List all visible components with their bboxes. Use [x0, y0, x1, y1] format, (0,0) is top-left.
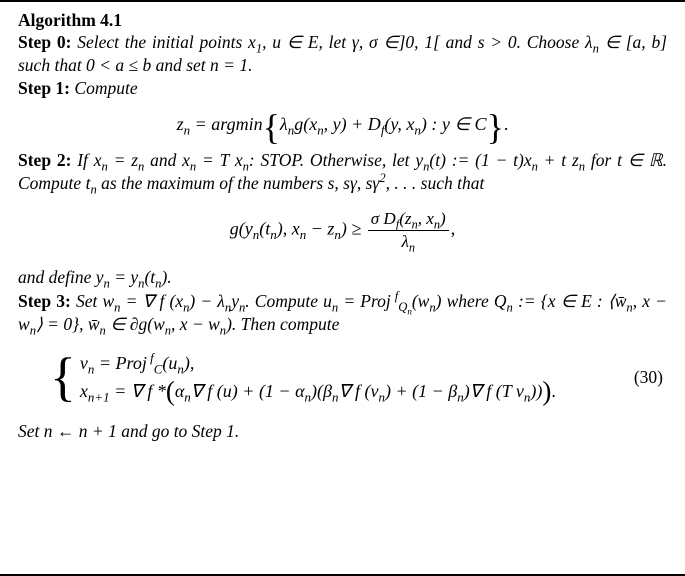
t: E : ⟨w̄ [581, 291, 626, 311]
t: )∇ f (T v [464, 381, 524, 401]
t: y [231, 291, 239, 311]
t: )(β [311, 381, 332, 401]
t: ), [184, 353, 195, 373]
t: and x [144, 150, 190, 170]
t: = ∇ f (x [120, 291, 183, 311]
t: , x [418, 209, 434, 228]
s: f [147, 350, 154, 365]
t: x [80, 381, 88, 401]
step1-label: Step 1: [18, 78, 70, 98]
t: (t) := (1 − t)x [429, 150, 531, 170]
t: ) + (1 − β [385, 381, 457, 401]
algo-title-text: Algorithm 4.1 [18, 10, 122, 30]
eq-t: , y) + D [324, 114, 381, 134]
t: + t z [538, 150, 579, 170]
t: , [451, 219, 456, 239]
t: = T x [196, 150, 242, 170]
t: . Compute u [245, 291, 332, 311]
algorithm-title: Algorithm 4.1 [18, 10, 667, 31]
t: σ D [371, 209, 396, 228]
t: and define y [18, 267, 104, 287]
step3-eq: { vn = Proj fC(un), xn+1 = ∇ f *(αn∇ f (… [18, 350, 634, 406]
step0-text-b: , u ∈ E, let γ, σ ∈]0, 1[ and s > 0. Cho… [262, 32, 585, 52]
t: (t [259, 219, 270, 239]
t: ). [161, 267, 171, 287]
step3-para: Step 3: Set wn = ∇ f (xn) − λnyn. Comput… [18, 290, 667, 336]
t: ) where Q [436, 291, 507, 311]
eq-t: z [177, 114, 184, 134]
t: , . . . such that [386, 173, 485, 193]
step1-text: Compute [74, 78, 137, 98]
t: Set n ← n + 1 and go to Step 1. [18, 421, 239, 441]
t: , x − w [171, 314, 220, 334]
t: for [585, 150, 617, 170]
eq-t: . [504, 114, 509, 134]
t: ∇ f (u) + (1 − α [191, 381, 305, 401]
eq-t: λ [280, 114, 288, 134]
eq-t: (y, x [384, 114, 414, 134]
t: as the maximum of the numbers s, sγ, sγ [97, 173, 380, 193]
step2-eq: g(yn(tn), xn − zn) ≥ σ Df(zn, xn)λn, [18, 209, 667, 252]
t: = z [108, 150, 138, 170]
t: ) [440, 209, 446, 228]
t: − z [306, 219, 334, 239]
t: := {x ∈ [513, 291, 581, 311]
t: ∇ f (v [338, 381, 378, 401]
step0-text-a: Select the initial points x [77, 32, 256, 52]
step2-para: Step 2: If xn = zn and xn = T xn: STOP. … [18, 149, 667, 195]
step3-label: Step 3: [18, 291, 71, 311]
t: ) ≥ [341, 219, 366, 239]
eq-t: = argmin [190, 114, 262, 134]
t: (u [162, 353, 177, 373]
s: n+1 [88, 389, 110, 404]
t: = y [110, 267, 138, 287]
t: : STOP. Otherwise, let y [249, 150, 423, 170]
t: g(y [230, 219, 253, 239]
t: ). Then compute [226, 314, 339, 334]
step2-tail: and define yn = yn(tn). [18, 266, 667, 289]
case-lbrace: { [50, 356, 76, 399]
t: (w [412, 291, 430, 311]
t: ∈ ∂g(w [106, 314, 165, 334]
step0-label: Step 0: [18, 32, 71, 52]
eq-t: ) : y ∈ C [421, 114, 487, 134]
fraction: σ Df(zn, xn)λn [368, 209, 449, 252]
t: v [80, 353, 88, 373]
step0-text-c: λ [585, 32, 593, 52]
step1-para: Step 1: Compute [18, 77, 667, 100]
t: α [175, 381, 184, 401]
t: . [551, 381, 556, 401]
t: If x [77, 150, 101, 170]
lparen: ( [166, 376, 175, 406]
step3-eq-row: { vn = Proj fC(un), xn+1 = ∇ f *(αn∇ f (… [18, 350, 667, 406]
t: λ [401, 232, 408, 251]
t: ) − λ [189, 291, 225, 311]
t: = ∇ f * [110, 381, 166, 401]
t: )) [530, 381, 542, 401]
t: (z [399, 209, 411, 228]
t: Set w [76, 291, 114, 311]
s: Q [398, 300, 407, 314]
step2-label: Step 2: [18, 150, 71, 170]
equation-number: (30) [634, 367, 667, 388]
step0-para: Step 0: Select the initial points x1, u … [18, 31, 667, 77]
t: = Proj [338, 291, 391, 311]
t: = Proj [94, 353, 146, 373]
step3-tail: Set n ← n + 1 and go to Step 1. [18, 420, 667, 443]
t: ), x [277, 219, 300, 239]
eq-t: g(x [294, 114, 317, 134]
t: (t [144, 267, 155, 287]
algorithm-box: Algorithm 4.1 Step 0: Select the initial… [0, 0, 685, 576]
t: ⟩ = 0}, w̄ [36, 314, 100, 334]
s: n [409, 241, 415, 255]
step1-eq: zn = argmin{λng(xn, y) + Df(y, xn) : y ∈… [18, 114, 667, 135]
